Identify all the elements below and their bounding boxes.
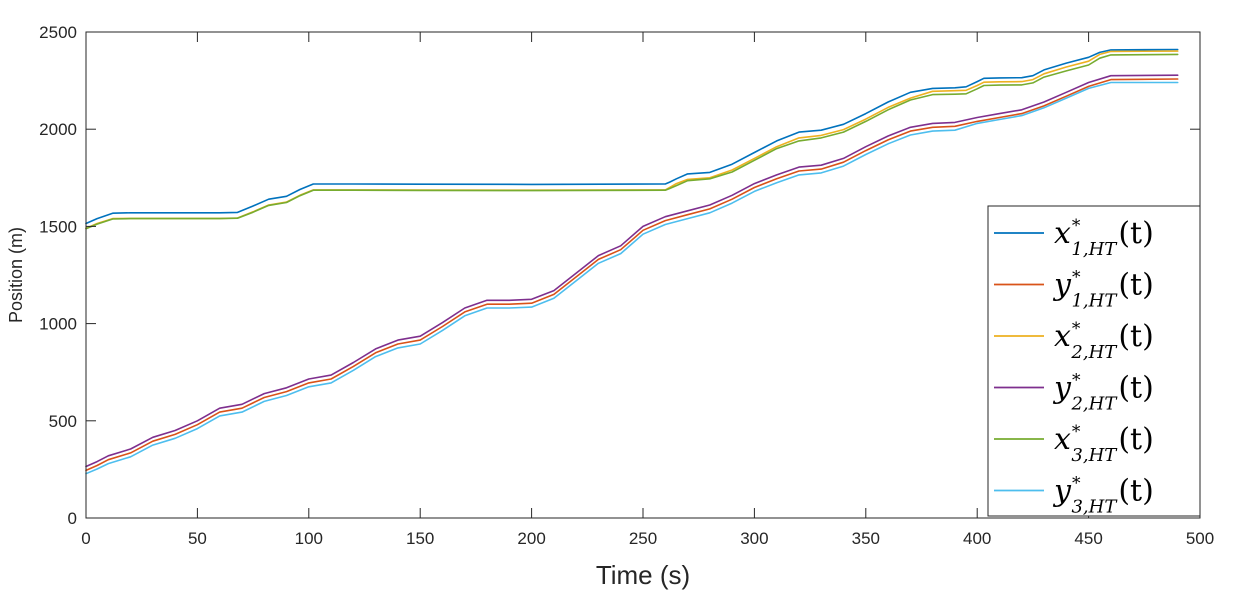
legend-entry-5: x* 3,HT(t) xyxy=(1054,422,1154,466)
x-tick-label: 50 xyxy=(188,529,207,548)
axes-layer: 0 50 100 150 200 250 300 350 400 450 500 0 500 1000 15… xyxy=(39,23,1214,548)
series-line-5 xyxy=(85,53,1179,230)
series-line-6 xyxy=(85,81,1179,475)
x-tick-label: 150 xyxy=(406,529,434,548)
y-tick-label: 2000 xyxy=(39,120,77,139)
x-tick-label: 500 xyxy=(1186,529,1214,548)
x-tick-label: 350 xyxy=(852,529,880,548)
x-tick-label: 250 xyxy=(629,529,657,548)
legend-box xyxy=(987,205,1201,517)
x-tick-label: 300 xyxy=(740,529,768,548)
series-line-1 xyxy=(85,48,1179,225)
legend-entry-4: y* 2,HT(t) xyxy=(1052,371,1154,415)
x-axis-label: Time (s) xyxy=(596,560,690,590)
series-line-4 xyxy=(85,74,1179,468)
y-tick-label: 500 xyxy=(49,412,77,431)
series-line-2 xyxy=(85,78,1179,472)
x-tick-label: 0 xyxy=(81,529,90,548)
series-layer xyxy=(85,48,1179,475)
y-tick-label: 2500 xyxy=(39,23,77,42)
y-tick-label: 0 xyxy=(68,509,77,528)
y-tick-label: 1500 xyxy=(39,217,77,236)
y-tick-label: 1000 xyxy=(39,315,77,334)
x-tick-label: 400 xyxy=(963,529,991,548)
legend-entry-2: y* 1,HT(t) xyxy=(1052,268,1154,312)
legend-entry-6: y* 3,HT(t) xyxy=(1052,474,1154,518)
x-tick-label: 100 xyxy=(295,529,323,548)
x-tick-label: 450 xyxy=(1074,529,1102,548)
y-axis-label: Position (m) xyxy=(6,227,26,323)
legend-entry-1: x* 1,HT(t) xyxy=(1054,216,1154,260)
x-tick-label: 200 xyxy=(517,529,545,548)
legend: x* 1,HT(t) y* 1,HT(t) x* 2,HT(t) y* 2,HT(t) x* 3,… xyxy=(987,205,1201,518)
legend-entry-3: x* 2,HT(t) xyxy=(1054,319,1154,363)
